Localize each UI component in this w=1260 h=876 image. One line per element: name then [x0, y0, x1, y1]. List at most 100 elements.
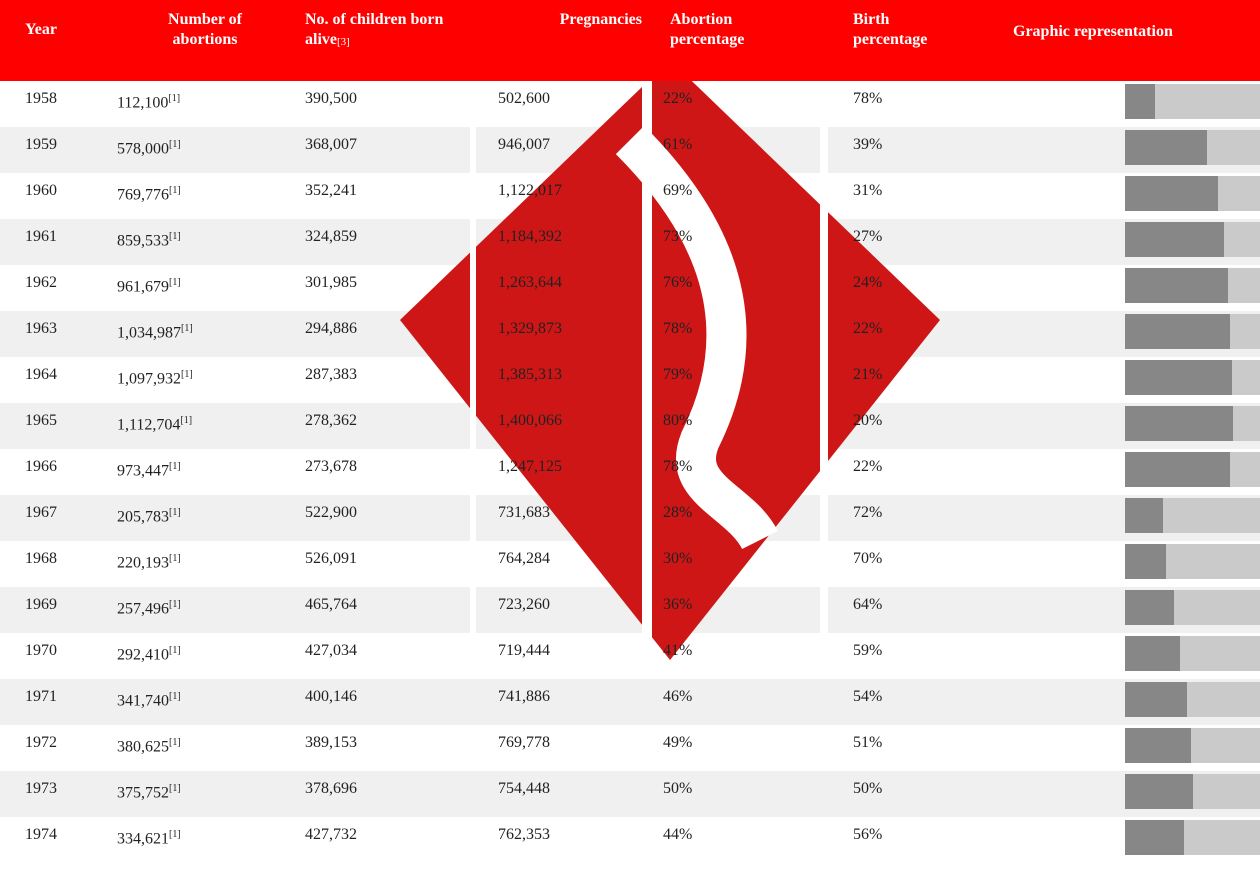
birth-pct-cell: 39% — [853, 135, 882, 155]
column-header: Abortion percentage — [670, 10, 780, 50]
abortion-bar — [1125, 222, 1224, 257]
abortions-cell: 292,410[1] — [117, 641, 181, 665]
year-cell: 1971 — [25, 687, 57, 707]
abortions-cell: 1,097,932[1] — [117, 365, 193, 389]
abortions-value: 334,621 — [117, 830, 169, 847]
year-cell: 1963 — [25, 319, 57, 339]
abortions-value: 1,034,987 — [117, 324, 181, 341]
footnote-ref: [1] — [168, 93, 180, 104]
abortions-value: 257,496 — [117, 600, 169, 617]
footnote-ref: [1] — [169, 599, 181, 610]
abortion-pct-cell: 41% — [663, 641, 692, 661]
born-cell: 378,696 — [305, 779, 357, 799]
abortion-pct-cell: 44% — [663, 825, 692, 845]
column-header: Graphic representation — [1013, 22, 1173, 42]
abortions-value: 341,740 — [117, 692, 169, 709]
abortions-cell: 334,621[1] — [117, 825, 181, 849]
abortions-cell: 1,034,987[1] — [117, 319, 193, 343]
abortions-value: 1,097,932 — [117, 370, 181, 387]
abortion-bar — [1125, 314, 1230, 349]
abortion-bar — [1125, 544, 1166, 579]
footnote-ref: [3] — [337, 36, 350, 48]
pregnancies-cell: 1,400,066 — [498, 411, 562, 431]
column-header: No. of children born alive[3] — [305, 10, 445, 51]
year-cell: 1962 — [25, 273, 57, 293]
year-cell: 1966 — [25, 457, 57, 477]
footnote-ref: [1] — [169, 277, 181, 288]
abortion-pct-cell: 78% — [663, 319, 692, 339]
abortion-pct-cell: 79% — [663, 365, 692, 385]
year-cell: 1964 — [25, 365, 57, 385]
born-cell: 294,886 — [305, 319, 357, 339]
abortions-value: 292,410 — [117, 646, 169, 663]
year-cell: 1958 — [25, 89, 57, 109]
abortions-value: 380,625 — [117, 738, 169, 755]
pregnancies-cell: 764,284 — [498, 549, 550, 569]
pregnancies-cell: 741,886 — [498, 687, 550, 707]
abortions-cell: 112,100[1] — [117, 89, 180, 113]
footnote-ref: [1] — [169, 737, 181, 748]
abortions-cell: 220,193[1] — [117, 549, 181, 573]
footnote-ref: [1] — [169, 691, 181, 702]
born-cell: 324,859 — [305, 227, 357, 247]
pregnancies-cell: 719,444 — [498, 641, 550, 661]
abortion-pct-cell: 76% — [663, 273, 692, 293]
column-header: Pregnancies — [520, 10, 642, 30]
footnote-ref: [1] — [169, 783, 181, 794]
abortion-bar — [1125, 636, 1180, 671]
abortion-pct-cell: 78% — [663, 457, 692, 477]
abortion-bar — [1125, 590, 1174, 625]
abortion-bar — [1125, 682, 1187, 717]
birth-pct-cell: 31% — [853, 181, 882, 201]
abortions-cell: 375,752[1] — [117, 779, 181, 803]
birth-pct-cell: 50% — [853, 779, 882, 799]
abortion-bar — [1125, 452, 1230, 487]
pregnancies-cell: 1,247,125 — [498, 457, 562, 477]
born-cell: 287,383 — [305, 365, 357, 385]
footnote-ref: [1] — [181, 369, 193, 380]
footnote-ref: [1] — [169, 185, 181, 196]
pregnancies-cell: 1,385,313 — [498, 365, 562, 385]
pregnancies-cell: 1,329,873 — [498, 319, 562, 339]
footnote-ref: [1] — [169, 507, 181, 518]
year-cell: 1967 — [25, 503, 57, 523]
born-cell: 273,678 — [305, 457, 357, 477]
abortion-bar — [1125, 130, 1207, 165]
table-header: Year Number of abortions No. of children… — [0, 0, 1260, 81]
birth-pct-cell: 64% — [853, 595, 882, 615]
born-cell: 278,362 — [305, 411, 357, 431]
birth-pct-cell: 51% — [853, 733, 882, 753]
pregnancies-cell: 731,683 — [498, 503, 550, 523]
abortions-cell: 769,776[1] — [117, 181, 181, 205]
born-cell: 352,241 — [305, 181, 357, 201]
abortions-value: 112,100 — [117, 94, 168, 111]
birth-pct-cell: 27% — [853, 227, 882, 247]
abortions-value: 375,752 — [117, 784, 169, 801]
abortions-cell: 973,447[1] — [117, 457, 181, 481]
abortions-cell: 257,496[1] — [117, 595, 181, 619]
abortion-bar — [1125, 498, 1163, 533]
abortions-value: 961,679 — [117, 278, 169, 295]
born-cell: 427,732 — [305, 825, 357, 845]
abortion-pct-cell: 49% — [663, 733, 692, 753]
abortions-value: 1,112,704 — [117, 416, 180, 433]
born-cell: 390,500 — [305, 89, 357, 109]
abortions-cell: 205,783[1] — [117, 503, 181, 527]
year-cell: 1974 — [25, 825, 57, 845]
abortion-pct-cell: 61% — [663, 135, 692, 155]
year-cell: 1973 — [25, 779, 57, 799]
abortion-bar — [1125, 728, 1191, 763]
pregnancies-cell: 769,778 — [498, 733, 550, 753]
pregnancies-cell: 1,184,392 — [498, 227, 562, 247]
abortion-bar — [1125, 84, 1155, 119]
pregnancies-cell: 723,260 — [498, 595, 550, 615]
birth-pct-cell: 70% — [853, 549, 882, 569]
pregnancies-cell: 946,007 — [498, 135, 550, 155]
birth-pct-cell: 20% — [853, 411, 882, 431]
footnote-ref: [1] — [180, 415, 192, 426]
year-cell: 1968 — [25, 549, 57, 569]
birth-pct-cell: 24% — [853, 273, 882, 293]
birth-pct-cell: 59% — [853, 641, 882, 661]
abortion-pct-cell: 73% — [663, 227, 692, 247]
